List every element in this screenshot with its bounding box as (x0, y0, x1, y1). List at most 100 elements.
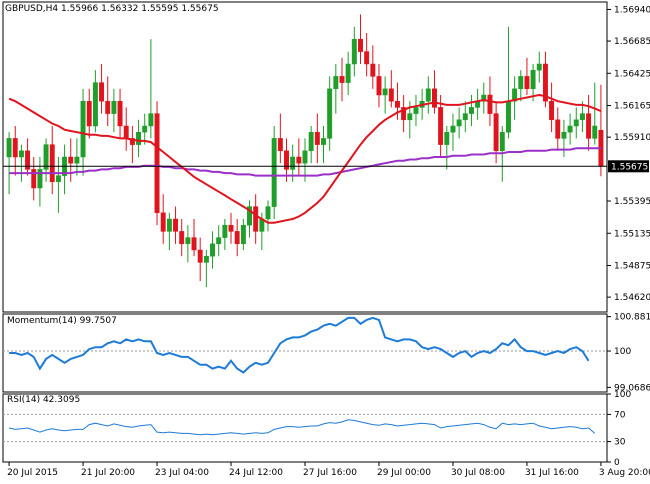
candle-body (493, 113, 499, 152)
candle-body (321, 138, 326, 145)
current-price-label: 1.55675 (611, 162, 648, 172)
price-tick-label-6: 1.55135 (614, 229, 650, 239)
candle-body (271, 138, 277, 207)
candle-body (333, 76, 339, 90)
candle-body (247, 206, 252, 226)
candle-body (512, 88, 518, 102)
candle-body (561, 131, 567, 139)
candle-body (179, 231, 185, 245)
time-tick-label-7: 31 Jul 16:00 (525, 468, 579, 478)
candle-body (234, 231, 240, 245)
price-tick-label-0: 1.56940 (614, 5, 650, 15)
candle-body (345, 63, 351, 83)
candle-body (216, 237, 222, 245)
candle-body (105, 100, 111, 114)
momentum-line (9, 316, 590, 374)
candle-body (18, 150, 24, 158)
candle-body (542, 63, 548, 102)
time-tick-label-3: 24 Jul 12:00 (229, 468, 283, 478)
candle-body (505, 100, 511, 133)
candle-body (222, 224, 228, 238)
momentum-tick-label-0: 100.8818 (614, 313, 650, 323)
candle-body (487, 94, 493, 114)
candle-body (49, 144, 55, 183)
candle-body (456, 119, 462, 127)
candle-body (55, 175, 61, 183)
candle-body (74, 156, 80, 164)
candle-body (327, 88, 333, 139)
candle-body (290, 156, 296, 170)
candle-body (136, 131, 142, 145)
price-tick-label-7: 1.54875 (614, 262, 650, 272)
candle-body (99, 82, 105, 102)
candle-body (579, 113, 585, 121)
candle-body (123, 125, 129, 139)
rsi-title: RSI(14) 42.3095 (6, 395, 82, 406)
candle-body (92, 82, 98, 127)
time-tick-label-4: 27 Jul 16:00 (303, 468, 357, 478)
candle-body (524, 76, 530, 90)
momentum-tick-label-2: 99.0686 (614, 383, 650, 393)
candle-body (481, 94, 487, 102)
candle-body (6, 138, 12, 158)
candle-body (191, 237, 197, 251)
candle-body (401, 107, 407, 121)
candle-body (499, 131, 505, 152)
momentum-tick-label-1: 100 (614, 347, 631, 357)
candle-body (203, 255, 209, 263)
rsi-tick-label-3: 0 (614, 458, 620, 468)
candle-body (395, 100, 400, 108)
candle-body (388, 88, 394, 102)
price-tick-label-5: 1.55395 (614, 197, 650, 207)
candle-body (586, 113, 592, 139)
time-tick-label-0: 20 Jul 2015 (7, 468, 58, 478)
candle-body (197, 249, 203, 263)
time-tick-label-5: 29 Jul 00:00 (377, 468, 431, 478)
price-tick-label-3: 1.56165 (614, 102, 650, 112)
candle-body (339, 76, 345, 83)
candle-body (43, 144, 49, 170)
main-chart-title: GBPUSD,H4 1.55966 1.56332 1.55595 1.5567… (4, 4, 220, 15)
candle-body (31, 169, 37, 189)
symbol-title: GBPUSD,H4 (5, 4, 59, 14)
rsi-panel-frame (2, 393, 608, 463)
candle-body (37, 169, 43, 189)
current-price-tag (608, 160, 649, 173)
candle-body (308, 131, 314, 152)
candle-body (431, 88, 437, 108)
candle-body (351, 38, 357, 65)
candle-body (567, 125, 573, 133)
rsi-line (8, 419, 596, 436)
candle-body (314, 131, 320, 145)
ohlc-close: 1.55675 (181, 4, 219, 14)
candle-body (154, 113, 160, 214)
candle-body (25, 150, 31, 170)
price-tick-label-1: 1.56685 (614, 37, 650, 47)
time-tick-label-8: 3 Aug 20:00 (599, 468, 650, 478)
candle-body (370, 63, 376, 77)
candle-body (444, 131, 450, 145)
candle-body (296, 156, 302, 164)
candle-body (80, 100, 86, 158)
candle-body (228, 224, 234, 232)
candle-body (358, 38, 363, 52)
candle-body (450, 125, 456, 133)
candle-body (364, 51, 370, 65)
candle-body (438, 107, 444, 145)
candle-body (407, 113, 413, 121)
moving-average-red-line (8, 93, 602, 224)
price-tick-label-4: 1.55910 (614, 133, 650, 143)
candle-body (376, 76, 382, 96)
time-tick-label-1: 21 Jul 20:00 (81, 468, 135, 478)
candle-body (111, 100, 117, 114)
candle-body (173, 218, 179, 232)
rsi-tick-label-2: 30 (614, 438, 626, 448)
candle-body (129, 138, 135, 145)
candle-body (68, 156, 74, 164)
candle-body (530, 69, 536, 90)
candle-body (253, 206, 259, 232)
candle-body (265, 206, 271, 220)
candle-body (277, 138, 283, 152)
momentum-title: Momentum(14) 99.7507 (6, 316, 118, 327)
